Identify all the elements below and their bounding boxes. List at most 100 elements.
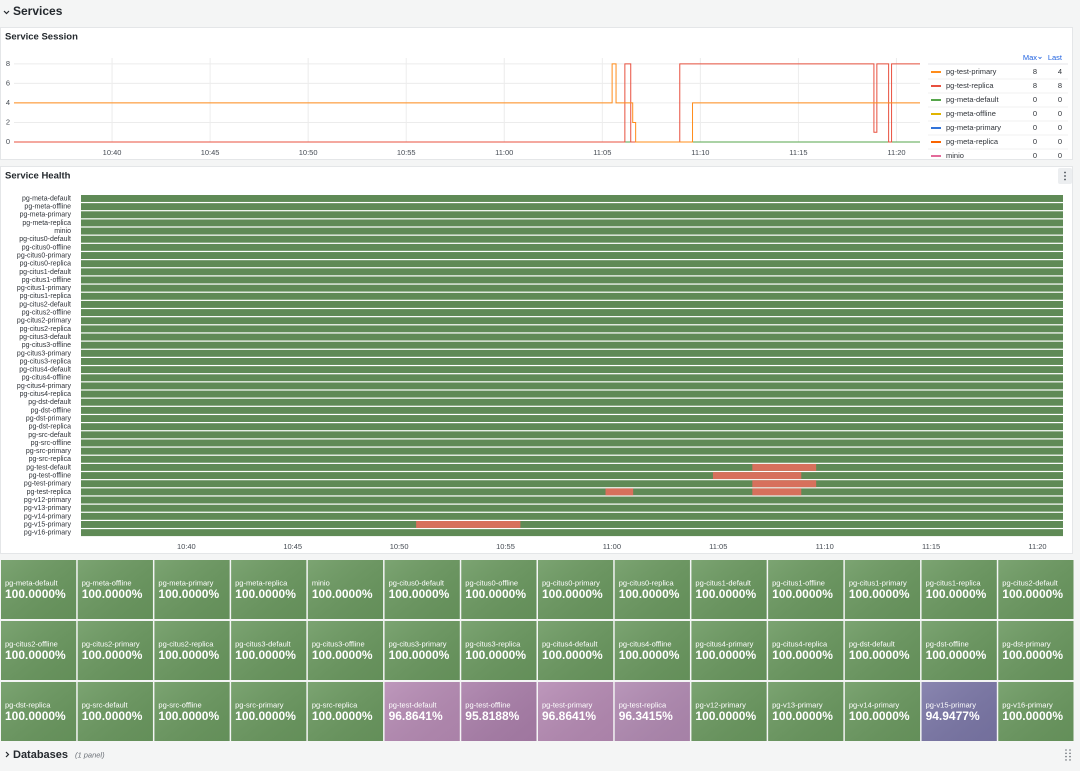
stat-value: 100.0000% [695,709,756,723]
stat-name: pg-citus0-offline [465,578,518,587]
legend-label[interactable]: minio [946,151,964,160]
y-tick-label: 6 [6,78,10,87]
stat-name: pg-v16-primary [1002,700,1053,709]
stat-value: 96.3415% [619,709,673,723]
tile-sheen [844,682,921,741]
row-title[interactable]: Services [13,4,63,18]
stat-name: pg-citus1-default [695,578,751,587]
x-tick-label: 11:15 [789,148,807,157]
tile-sheen [538,621,614,680]
tile-sheen [768,621,844,680]
down-segment [416,521,521,528]
row-label: pg-citus1-default [19,269,71,276]
state-bar [81,415,1063,422]
stat-name: pg-citus2-primary [82,639,140,648]
stat-value: 100.0000% [158,648,219,662]
legend-label[interactable]: pg-meta-default [946,95,999,104]
legend-value: 4 [1058,67,1062,76]
stat-value: 100.0000% [82,709,143,723]
stat-name: pg-citus1-offline [772,578,825,587]
y-tick-label: 8 [6,59,10,68]
stat-name: pg-citus4-default [542,639,598,648]
row-title[interactable]: Databases [13,749,68,761]
stat-value: 100.0000% [235,648,296,662]
panel [0,27,1073,160]
stat-value: 100.0000% [312,587,373,601]
legend-header[interactable]: Max [1023,53,1037,62]
state-bar [81,227,1063,235]
tile-sheen [77,560,153,619]
series-line [14,63,920,143]
legend-label[interactable]: pg-meta-primary [946,123,1001,132]
stat-name: pg-test-offline [465,700,510,709]
stat-name: pg-src-offline [158,700,201,709]
state-bar [81,349,1063,357]
stat-name: pg-citus2-default [1002,578,1058,587]
legend-label[interactable]: pg-meta-offline [946,109,996,118]
stat-name: pg-citus2-replica [158,639,214,648]
legend-header[interactable]: Last [1048,53,1063,62]
stat-value: 100.0000% [82,648,143,662]
y-tick-label: 2 [6,117,10,126]
row-label: pg-citus1-primary [17,285,72,292]
tile-sheen [768,560,844,619]
tile-sheen [921,560,997,619]
stat-name: pg-v12-primary [695,700,746,709]
stat-value: 100.0000% [1002,648,1063,662]
panel-title[interactable]: Service Health [5,171,71,182]
drag-handle[interactable] [1065,749,1071,761]
panel-title[interactable]: Service Session [5,32,78,43]
row-label: pg-src-default [28,432,71,439]
row-chevron[interactable] [5,751,10,758]
stat-value: 100.0000% [465,587,526,601]
stat-name: pg-meta-default [5,578,58,587]
state-bar [81,243,1063,251]
legend-value: 0 [1058,151,1062,160]
x-tick-label: 11:05 [593,148,611,157]
row-label: pg-src-replica [29,456,72,463]
state-bar [81,496,1063,504]
row-label: pg-citus0-default [19,236,71,243]
row-chevron[interactable] [3,10,10,15]
row-label: pg-test-offline [29,473,71,480]
row-label: pg-dst-offline [31,407,71,414]
stat-value: 95.8188% [465,709,519,723]
down-segment [752,463,817,471]
legend-label[interactable]: pg-meta-replica [946,137,999,146]
row-label: pg-citus3-offline [22,342,71,349]
state-bar [81,276,1063,284]
state-bar [81,317,1063,325]
x-tick-label: 10:50 [390,542,409,551]
tile-sheen [154,560,230,619]
tile-sheen [231,682,307,741]
state-bar [81,390,1063,398]
row-label: pg-citus1-replica [20,293,71,300]
stat-name: pg-meta-primary [158,578,213,587]
legend-value: 0 [1033,95,1037,104]
tile-sheen [998,621,1074,680]
state-bar [81,211,1063,219]
stat-name: pg-citus0-replica [619,578,675,587]
state-bar [81,309,1063,317]
stat-grid: pg-meta-default100.0000%pg-meta-offline1… [1,560,1074,741]
stat-name: pg-v13-primary [772,700,823,709]
stat-name: pg-test-replica [619,700,667,709]
stat-value: 100.0000% [926,587,987,601]
row-label: pg-meta-primary [20,212,72,219]
tile-sheen [231,621,307,680]
state-bar [81,431,1063,439]
row-label: pg-citus3-replica [20,358,71,365]
stat-value: 100.0000% [619,648,680,662]
legend-label[interactable]: pg-test-primary [946,67,997,76]
stat-value: 94.9477% [926,709,980,723]
state-bar [81,252,1063,259]
legend-label[interactable]: pg-test-replica [946,81,994,90]
tile-sheen [691,560,767,619]
state-bar [81,488,1063,496]
stat-value: 100.0000% [849,648,910,662]
stat-value: 100.0000% [695,648,756,662]
tile-sheen [921,682,997,741]
menu-dot [1064,178,1066,181]
row-label: pg-dst-default [28,399,71,406]
row-label: pg-dst-replica [29,424,72,431]
